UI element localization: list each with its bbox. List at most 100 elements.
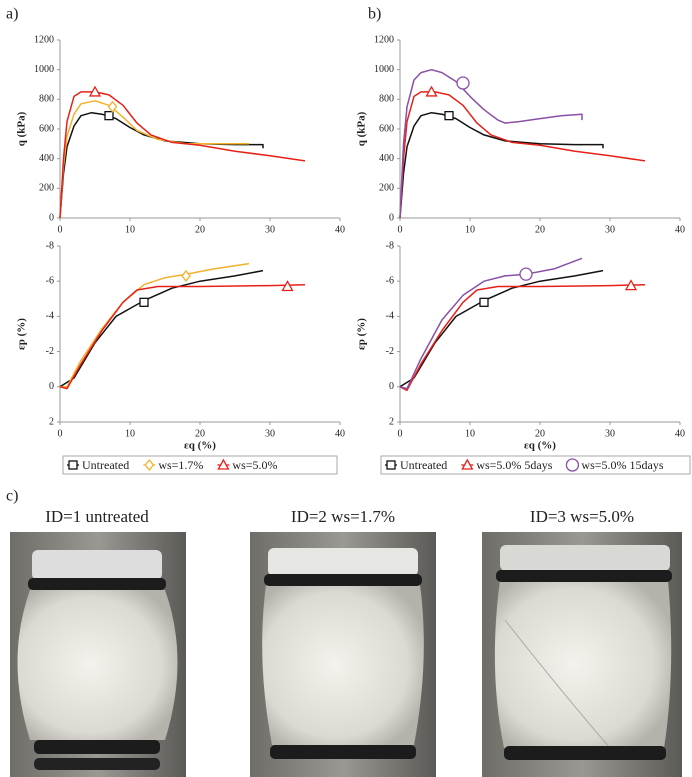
- marker: [107, 100, 118, 113]
- panel-label: c): [6, 488, 18, 505]
- y-tick-label: 600: [379, 123, 394, 134]
- x-tick-label: 0: [58, 428, 63, 439]
- x-tick-label: 0: [398, 224, 403, 235]
- marker: [565, 458, 580, 472]
- y-tick-label: 0: [389, 212, 394, 223]
- y-tick-label: 200: [39, 183, 54, 194]
- marker: [461, 458, 474, 470]
- marker: [281, 280, 294, 292]
- marker: [88, 85, 102, 97]
- x-tick-label: 20: [195, 224, 205, 235]
- panel-label: a): [6, 6, 18, 23]
- legend-label: Untreated: [400, 458, 447, 472]
- legend-item: ws=5.0% 15days: [565, 458, 664, 472]
- marker: [425, 85, 438, 97]
- x-tick-label: 10: [465, 224, 475, 235]
- legend-label: ws=5.0% 5days: [476, 458, 552, 472]
- y-tick-label: 200: [379, 183, 394, 194]
- series-line: [399, 68, 583, 219]
- y-tick-label: 2: [49, 416, 54, 427]
- x-tick-label: 10: [125, 428, 135, 439]
- x-tick-label: 40: [675, 224, 685, 235]
- y-tick-label: 800: [39, 94, 54, 105]
- y-tick-label: 0: [49, 381, 54, 392]
- legend-item: Untreated: [67, 458, 129, 472]
- legend-box: [62, 455, 338, 475]
- y-tick-label: -6: [386, 275, 394, 286]
- legend-item: ws=1.7%: [143, 458, 203, 472]
- y-tick-label: -8: [386, 240, 394, 251]
- series-line: [399, 91, 646, 219]
- x-tick-label: 0: [58, 224, 63, 235]
- series-line: [59, 100, 249, 219]
- legend-item: ws=5.0% 5days: [461, 458, 553, 472]
- series-line: [399, 111, 604, 219]
- photo-title: ID=3 ws=5.0%: [530, 507, 634, 526]
- photo-2: [250, 532, 436, 777]
- y-tick-label: 400: [39, 153, 54, 164]
- y-tick-label: 1000: [34, 64, 54, 75]
- y-tick-label: -4: [386, 311, 394, 322]
- x-tick-label: 30: [265, 224, 275, 235]
- marker: [479, 297, 489, 307]
- legend-label: ws=5.0% 15days: [581, 458, 663, 472]
- y-tick-label: 0: [49, 212, 54, 223]
- series-line: [59, 111, 264, 219]
- x-tick-label: 30: [265, 428, 275, 439]
- series-line: [399, 269, 604, 388]
- marker: [217, 458, 230, 470]
- photo-title: ID=1 untreated: [45, 507, 149, 526]
- marker: [139, 297, 149, 307]
- y-axis-label: q (kPa): [16, 111, 28, 146]
- x-tick-label: 30: [605, 224, 615, 235]
- x-tick-label: 20: [195, 428, 205, 439]
- y-tick-label: 2: [389, 416, 394, 427]
- y-axis-label: εp (%): [16, 318, 28, 350]
- x-tick-label: 40: [335, 428, 345, 439]
- legend-label: ws=5.0%: [232, 458, 277, 472]
- y-tick-label: 1000: [374, 64, 394, 75]
- legend-item: Untreated: [385, 458, 447, 472]
- y-axis-label: q (kPa): [356, 111, 368, 146]
- series-line: [59, 91, 306, 219]
- y-tick-label: 800: [379, 94, 394, 105]
- y-tick-label: -6: [46, 275, 54, 286]
- marker: [68, 460, 78, 470]
- x-tick-label: 30: [605, 428, 615, 439]
- y-tick-label: 0: [389, 381, 394, 392]
- x-tick-label: 10: [125, 224, 135, 235]
- marker: [444, 111, 454, 121]
- marker: [181, 269, 191, 282]
- y-tick-label: 400: [379, 153, 394, 164]
- x-tick-label: 20: [535, 428, 545, 439]
- y-tick-label: -2: [386, 346, 394, 357]
- y-tick-label: 1200: [34, 34, 54, 45]
- series-line: [59, 269, 264, 388]
- marker: [519, 267, 533, 281]
- x-tick-label: 20: [535, 224, 545, 235]
- panel-label: b): [368, 6, 381, 23]
- series-line: [60, 262, 250, 388]
- photo-3: [482, 532, 682, 777]
- y-tick-label: -8: [46, 240, 54, 251]
- marker: [624, 279, 638, 291]
- legend-item: ws=5.0%: [217, 458, 278, 472]
- series-line: [399, 283, 646, 392]
- y-tick-label: 600: [39, 123, 54, 134]
- series-line: [59, 283, 306, 390]
- marker: [386, 460, 396, 470]
- x-tick-label: 0: [398, 428, 403, 439]
- photo-title: ID=2 ws=1.7%: [291, 507, 395, 526]
- y-tick-label: 1200: [374, 34, 394, 45]
- x-tick-label: 10: [465, 428, 475, 439]
- legend-label: Untreated: [82, 458, 129, 472]
- y-tick-label: -4: [46, 311, 54, 322]
- marker: [104, 111, 114, 121]
- x-axis-label: εq (%): [184, 440, 216, 452]
- x-axis-label: εq (%): [524, 440, 556, 452]
- photo-1: [10, 532, 186, 777]
- x-tick-label: 40: [675, 428, 685, 439]
- y-tick-label: -2: [46, 346, 54, 357]
